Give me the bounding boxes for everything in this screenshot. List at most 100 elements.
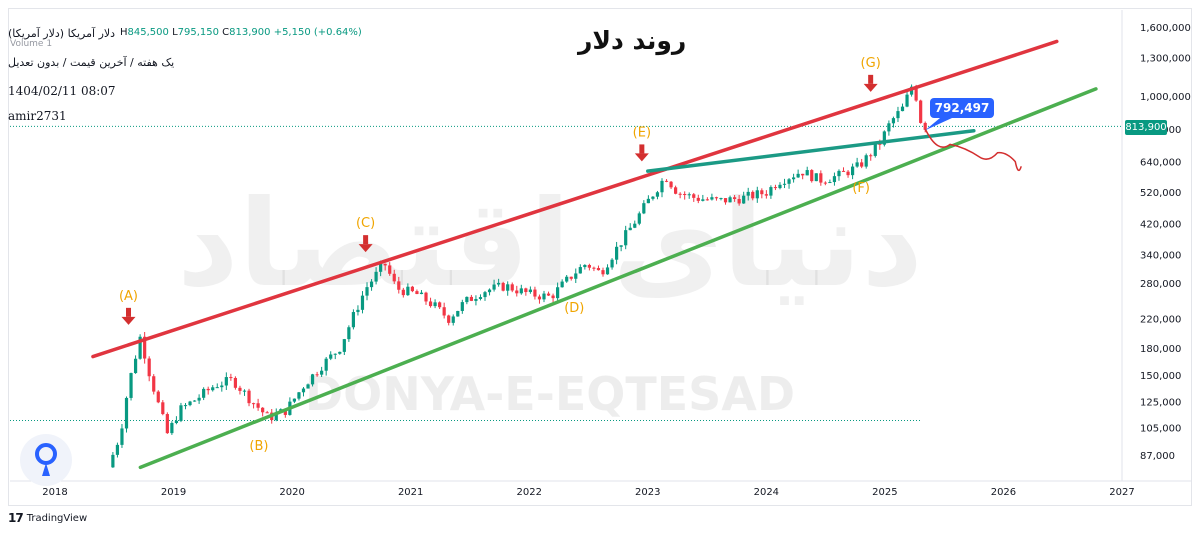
candle-body [546, 293, 551, 296]
x-tick-label: 2027 [1109, 487, 1134, 498]
candle-body [696, 197, 700, 201]
candle-body [143, 336, 147, 359]
candle-body [515, 290, 519, 294]
candle-body [556, 287, 560, 299]
candle-body [714, 197, 719, 199]
candle-body [791, 177, 796, 180]
y-tick-label: 180,000 [1140, 344, 1181, 355]
candle-body [433, 302, 437, 307]
candle-body [506, 284, 510, 291]
grid-layer [10, 125, 1122, 422]
annotation-label: (D) [564, 301, 584, 316]
arrow-down-icon [358, 244, 373, 253]
candle-body [456, 310, 460, 317]
candle-body [161, 402, 165, 415]
y-tick-label: 1,300,000 [1140, 54, 1191, 65]
candle-body [823, 182, 827, 184]
candle-body [787, 179, 791, 184]
candle-body [574, 273, 578, 279]
candle-body [900, 106, 905, 112]
candle-body [251, 403, 256, 405]
volume-label: Volume 1 [10, 39, 53, 49]
candle-body [742, 195, 746, 204]
tradingview-brand[interactable]: 17 TradingView [8, 511, 87, 525]
candle-body [301, 388, 306, 393]
candle-body [642, 203, 646, 214]
candle-body [728, 197, 732, 203]
candle-layer [111, 84, 927, 468]
candle-body [837, 170, 841, 177]
candle-body [492, 284, 496, 290]
annotation-label: (B) [249, 439, 268, 454]
candle-body [814, 173, 818, 182]
candle-body [737, 199, 741, 204]
candle-body [669, 181, 673, 188]
arrow-down-icon [868, 74, 874, 84]
candle-body [379, 263, 383, 272]
candle-body [846, 171, 850, 176]
ohlc-value: +5,150 (+0.64%) [273, 27, 362, 38]
chart-date: 1404/02/11 08:07 [8, 84, 116, 98]
candle-body [111, 454, 115, 468]
candle-body [533, 289, 537, 297]
candle-body [551, 295, 555, 299]
tradingview-icon: 17 [8, 511, 24, 525]
x-tick-label: 2024 [754, 487, 779, 498]
x-tick-label: 2018 [42, 487, 67, 498]
candle-body [732, 197, 737, 200]
candle-body [701, 199, 705, 201]
candle-body [324, 358, 328, 371]
candle-body [220, 385, 224, 388]
x-tick-label: 2023 [635, 487, 660, 498]
y-tick-label: 87,000 [1140, 451, 1175, 462]
candle-body [351, 312, 356, 328]
annot-layer: (A) (B) (C) (D) (E) (F) (G) [119, 56, 881, 454]
ohlc-key: H [120, 27, 128, 38]
candle-body [315, 374, 319, 376]
candle-body [401, 289, 405, 296]
candle-body [388, 265, 392, 274]
candle-body [687, 194, 691, 196]
y-tick-label: 520,000 [1140, 188, 1181, 199]
arrow-down-icon [121, 316, 136, 325]
candle-body [782, 183, 787, 185]
ohlc-key: L [172, 27, 178, 38]
forecast-line [924, 128, 1022, 172]
candle-body [265, 412, 269, 414]
candle-body [850, 166, 855, 176]
annotation-label: (E) [633, 125, 651, 140]
candle-body [864, 155, 868, 167]
candle-body [719, 198, 723, 200]
candle-body [746, 191, 750, 196]
candle-body [356, 309, 360, 313]
x-tick-label: 2025 [872, 487, 897, 498]
candle-body [760, 190, 764, 195]
candle-body [478, 297, 483, 299]
candle-body [510, 284, 514, 291]
candle-body [283, 409, 287, 415]
candle-body [247, 390, 251, 404]
x-tick-label: 2019 [161, 487, 186, 498]
candle-body [751, 191, 755, 199]
candle-body [601, 270, 605, 275]
candle-body [179, 405, 183, 421]
annotation-label: (F) [852, 181, 870, 196]
candle-body [442, 307, 446, 316]
candle-body [678, 193, 682, 195]
candle-body [596, 268, 601, 271]
candle-body [428, 301, 433, 307]
candle-body [664, 180, 669, 182]
x-tick-label: 2026 [991, 487, 1016, 498]
candle-body [274, 412, 278, 421]
candle-body [297, 392, 301, 399]
candle-body [419, 292, 424, 295]
candle-body [238, 387, 242, 391]
candle-body [560, 281, 564, 288]
arrow-down-icon [634, 153, 649, 162]
candle-body [174, 420, 179, 424]
y-tick-label: 220,000 [1140, 315, 1181, 326]
line-layer [91, 39, 1098, 470]
candle-body [683, 193, 687, 195]
y-tick-label: 280,000 [1140, 279, 1181, 290]
